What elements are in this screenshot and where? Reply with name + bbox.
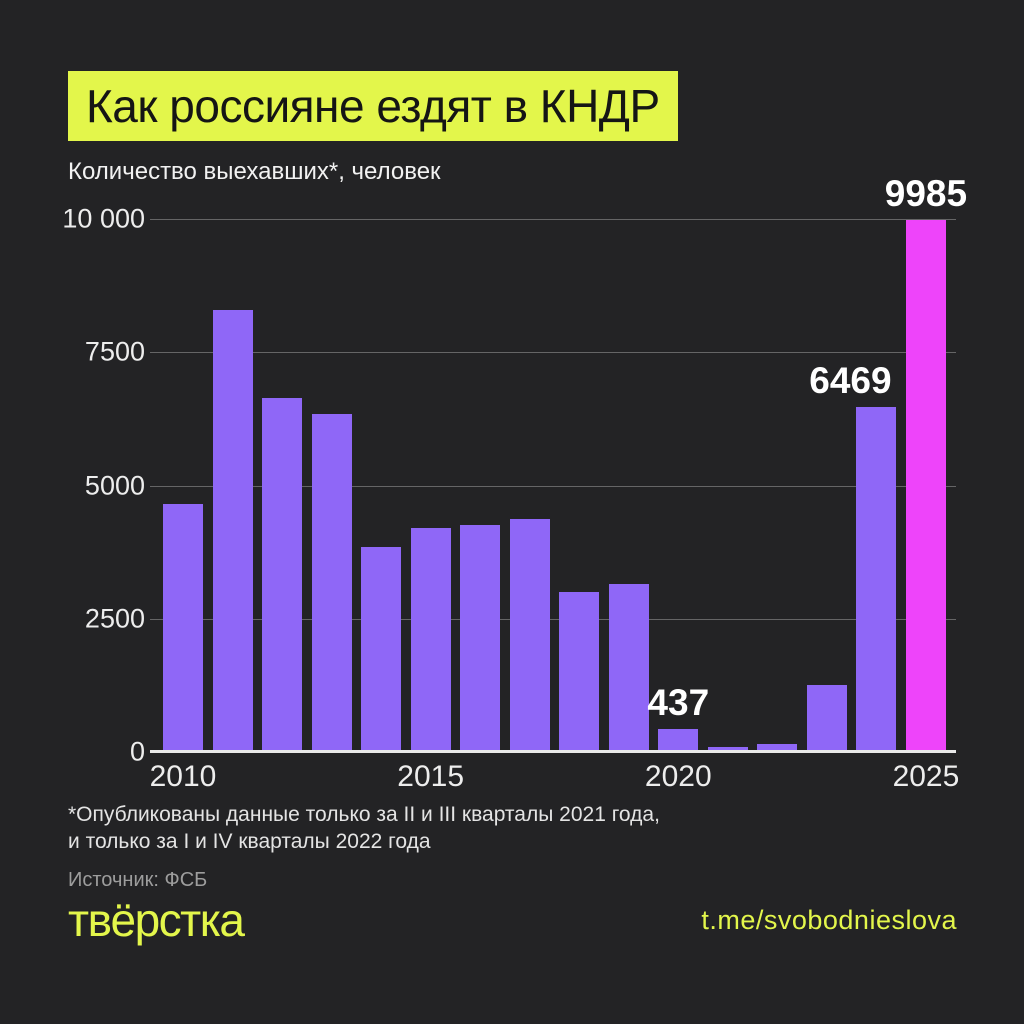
bar-2013: [311, 413, 352, 752]
bar-2014: [361, 546, 402, 752]
bar-2011: [212, 309, 253, 752]
title-highlight-box: Как россияне ездят в КНДР: [68, 71, 678, 141]
page-title: Как россияне ездят в КНДР: [86, 80, 660, 132]
bar-2012: [262, 397, 303, 752]
y-tick-label-5000: 5000: [84, 470, 145, 500]
footnote: *Опубликованы данные только за II и III …: [68, 801, 660, 855]
gridline-7500: [150, 352, 956, 354]
bar-2025: [905, 219, 946, 752]
bar-2018: [559, 592, 600, 752]
bar-2010: [163, 504, 203, 752]
telegram-link[interactable]: t.me/svobodnieslova: [701, 905, 957, 935]
bar-2020: [658, 728, 699, 752]
y-tick-label-7500: 7500: [84, 336, 145, 367]
bar-value-label-6469: 6469: [809, 360, 892, 402]
x-axis-line: [150, 750, 956, 753]
bar-2016: [460, 525, 501, 752]
bar-value-label-9985: 9985: [884, 172, 968, 214]
bar-2019: [608, 584, 649, 752]
gridline-5000: [150, 485, 956, 487]
gridline-2500: [150, 618, 956, 620]
source-label: Источник: ФСБ: [68, 869, 208, 891]
y-tick-label-2500: 2500: [84, 603, 145, 634]
x-tick-label-2020: 2020: [644, 760, 712, 793]
footnote-line-2: и только за I и IV кварталы 2022 года: [68, 830, 431, 853]
footnote-line-1: *Опубликованы данные только за II и III …: [68, 803, 660, 826]
x-tick-label-2010: 2010: [149, 760, 217, 793]
bar-value-label-437: 437: [647, 681, 710, 723]
verstka-logo: твёрстка: [68, 894, 245, 946]
x-tick-label-2015: 2015: [397, 760, 465, 793]
y-tick-label-0: 0: [129, 736, 145, 767]
bar-2023: [806, 685, 847, 752]
bar-2022: [757, 744, 798, 752]
x-tick-label-2025: 2025: [892, 760, 960, 793]
bar-2024: [856, 407, 897, 752]
bar-chart-plot-area: [150, 219, 956, 752]
bar-2015: [410, 528, 451, 752]
bar-2017: [509, 518, 550, 752]
chart-subtitle: Количество выехавших*, человек: [68, 158, 441, 185]
gridline-10000: [150, 219, 956, 220]
y-tick-label-10000: 10 000: [62, 203, 145, 234]
bar-2021: [707, 746, 748, 752]
